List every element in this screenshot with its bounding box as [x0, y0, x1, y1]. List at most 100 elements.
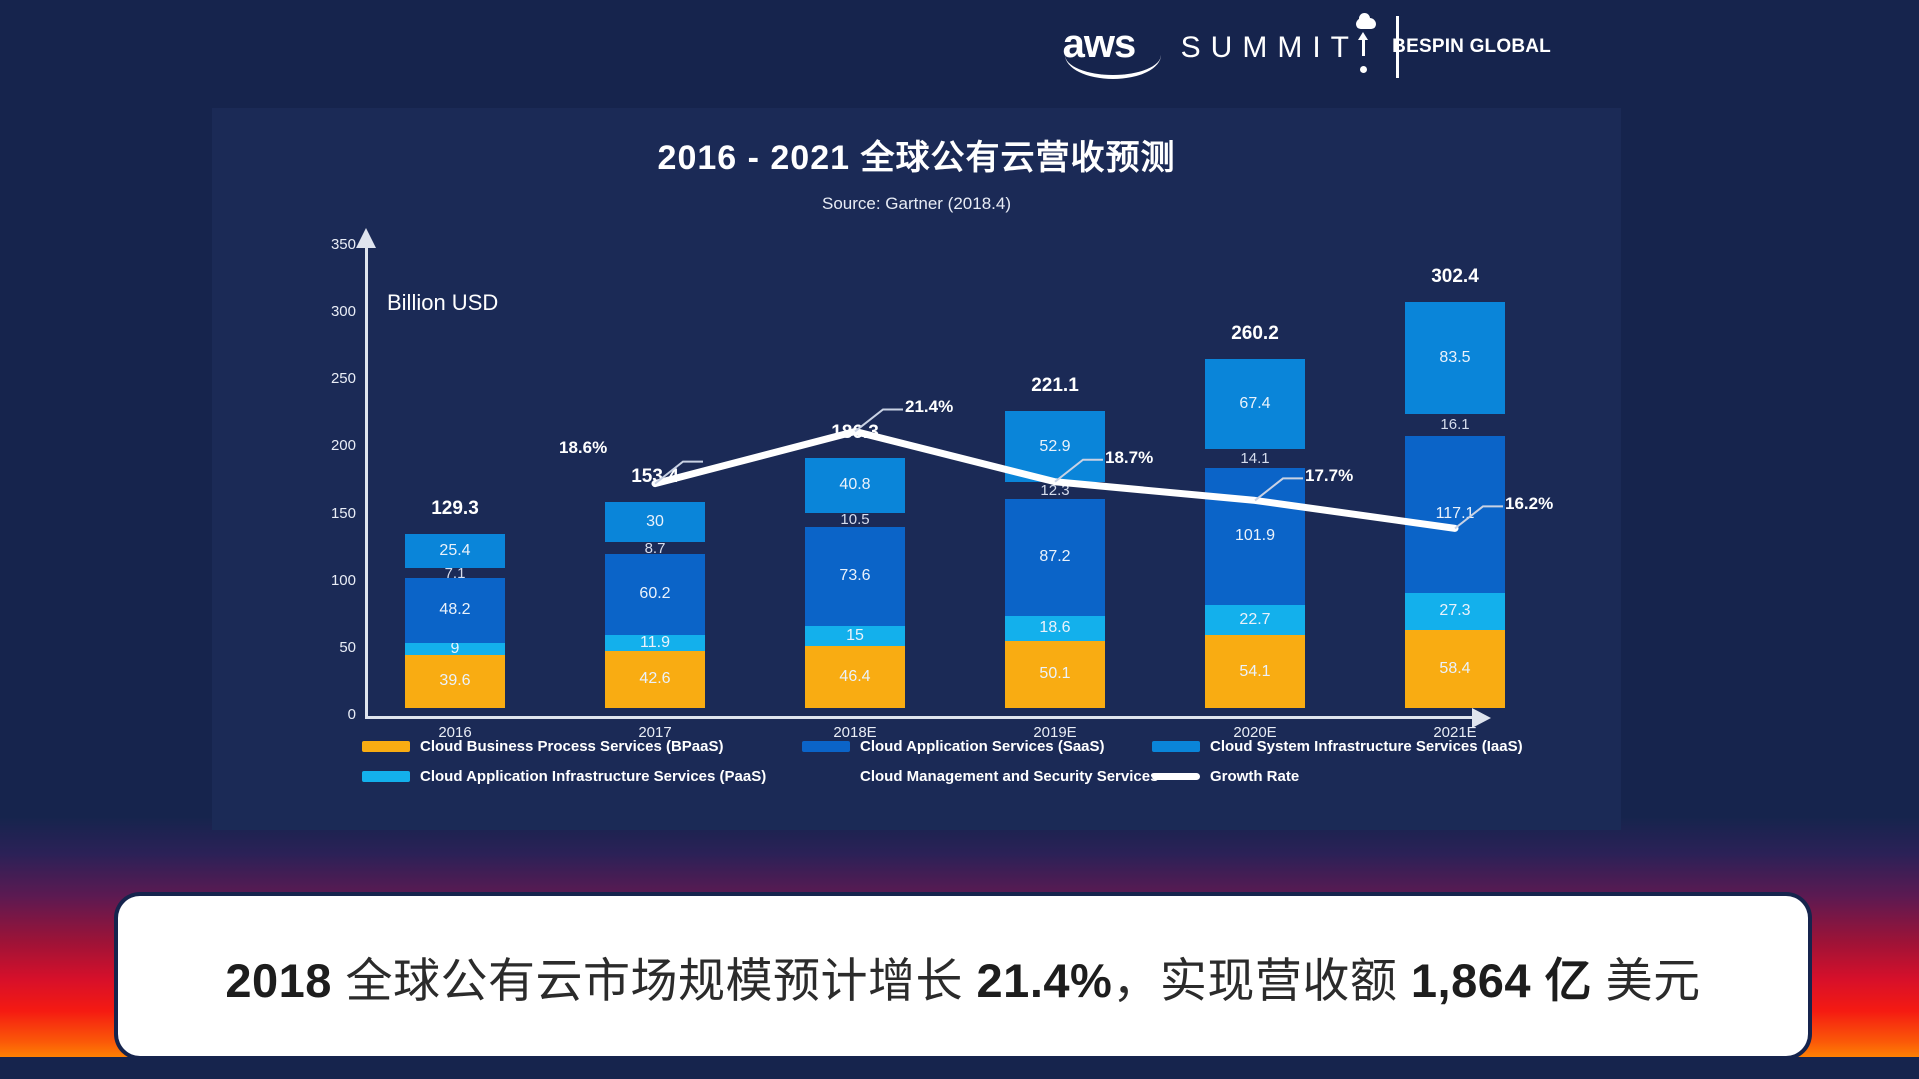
bar-segment[interactable]: 8.7 [605, 540, 705, 557]
chart-source-note: Source: Gartner (2018.4) [822, 194, 1011, 213]
legend-label: Growth Rate [1210, 768, 1300, 785]
bar-segment[interactable]: 7.1 [405, 565, 505, 582]
aws-summit-logo: aws SUMMIT [1063, 24, 1359, 79]
bar-segment[interactable]: 58.4 [1405, 629, 1505, 708]
header-divider [1396, 16, 1399, 78]
y-tick-150: 150 [330, 504, 356, 522]
growth-label-leader [654, 460, 703, 485]
bespin-mark-icon [1348, 13, 1380, 78]
bar-segment[interactable]: 22.7 [1205, 604, 1305, 636]
chart-legend: Cloud Business Process Services (BPaaS) C… [362, 738, 1602, 798]
growth-rate-label: 18.6% [559, 437, 608, 457]
legend-item[interactable]: Cloud Management and Security Services [802, 768, 1158, 785]
bar-group-2018E[interactable]: 46.4 15 73.6 10.5 40.8 186.3 2018E [805, 220, 905, 741]
arrow-up-icon [1358, 32, 1369, 56]
bar-segment[interactable]: 10.5 [805, 511, 905, 528]
bar-total-label: 260.2 [1231, 322, 1279, 344]
y-tick-350: 350 [330, 236, 356, 253]
summary-text: 2018 全球公有云市场规模预计增长 21.4%，实现营收额 1,864 亿 美… [225, 953, 1701, 1007]
bar-group-2020E[interactable]: 54.1 22.7 101.9 14.1 67.4 260.2 2020E [1205, 220, 1305, 741]
bespin-global-label: BESPIN GLOBAL [1392, 36, 1551, 57]
bar-segment[interactable]: 60.2 [605, 554, 705, 635]
bar-segment[interactable]: 27.3 [1405, 592, 1505, 630]
bar-segment[interactable]: 40.8 [805, 457, 905, 513]
x-tick-2019E: 2019E [1033, 724, 1077, 741]
y-axis-unit-label: Billion USD [387, 290, 499, 315]
x-axis-line [365, 716, 1474, 719]
growth-label-leader [854, 408, 903, 433]
legend-swatch [1152, 773, 1200, 780]
bar-segment[interactable]: 30 [605, 502, 705, 543]
bar-segment[interactable]: 101.9 [1205, 468, 1305, 605]
growth-label-leader [1454, 505, 1503, 530]
bar-total-label: 129.3 [431, 498, 479, 520]
y-tick-200: 200 [330, 437, 356, 455]
legend-label: Cloud Management and Security Services [860, 768, 1159, 785]
bar-segment[interactable]: 73.6 [805, 526, 905, 626]
bar-segment[interactable]: 67.4 [1205, 358, 1305, 450]
y-axis-line [365, 246, 368, 718]
bar-segment[interactable]: 15 [805, 625, 905, 646]
bar-segment[interactable]: 83.5 [1405, 301, 1505, 415]
bar-group-2019E[interactable]: 50.1 18.6 87.2 12.3 52.9 221.1 2019E [1005, 220, 1105, 741]
bar-segment[interactable]: 25.4 [405, 534, 505, 569]
y-axis-arrow-icon [356, 228, 376, 248]
bar-group-2016[interactable]: 39.6 9 48.2 7.1 25.4 129.3 2016 [405, 220, 505, 741]
x-axis-arrow-icon [1472, 708, 1491, 728]
legend-item[interactable]: Cloud Application Infrastructure Service… [362, 768, 766, 785]
legend-label: Cloud Application Infrastructure Service… [420, 768, 767, 785]
legend-swatch [362, 771, 410, 782]
aws-logo-icon: aws [1063, 24, 1165, 79]
x-tick-2020E: 2020E [1233, 724, 1277, 741]
bar-segment[interactable]: 46.4 [805, 645, 905, 708]
legend-item[interactable]: Cloud Application Services (SaaS) [802, 738, 1105, 755]
legend-row-1: Cloud Business Process Services (BPaaS) C… [362, 738, 1602, 768]
y-tick-50: 50 [339, 638, 356, 656]
bar-segment[interactable]: 117.1 [1405, 435, 1505, 593]
y-tick-0: 0 [347, 706, 356, 723]
bar-segment[interactable]: 50.1 [1005, 640, 1105, 708]
y-tick-100: 100 [330, 571, 356, 589]
cloud-icon [1356, 13, 1377, 29]
bar-group-2021E[interactable]: 58.4 27.3 117.1 16.1 83.5 302.4 2021E [1405, 220, 1505, 741]
legend-swatch [802, 741, 850, 752]
bar-total-label: 302.4 [1431, 265, 1479, 287]
chart-panel: 2016 - 2021 全球公有云营收预测 Source: Gartner (2… [212, 108, 1621, 830]
x-tick-2021E: 2021E [1433, 724, 1477, 741]
legend-item[interactable]: Cloud Business Process Services (BPaaS) [362, 738, 723, 755]
bar-segment[interactable]: 87.2 [1005, 498, 1105, 616]
y-tick-250: 250 [330, 370, 356, 388]
bar-segment[interactable]: 39.6 [405, 654, 505, 708]
legend-item[interactable]: Cloud System Infrastructure Services (Ia… [1152, 738, 1523, 755]
legend-swatch [362, 741, 410, 752]
growth-label-leader [1254, 477, 1303, 502]
growth-rate-line [651, 408, 1503, 532]
bar-total-label: 221.1 [1031, 375, 1079, 397]
legend-swatch-empty [802, 771, 850, 782]
bar-segment[interactable]: 18.6 [1005, 615, 1105, 641]
growth-label-leader [1054, 458, 1103, 483]
bar-segment[interactable]: 9 [405, 640, 505, 657]
legend-item[interactable]: Growth Rate [1152, 768, 1299, 785]
chart-title: 2016 - 2021 全球公有云营收预测 [657, 139, 1176, 177]
page-header: aws SUMMIT BESPIN GLOBAL [0, 0, 1919, 100]
bar-segment[interactable]: 14.1 [1205, 449, 1305, 469]
bar-segment[interactable]: 48.2 [405, 578, 505, 643]
x-tick-2018E: 2018E [833, 724, 877, 741]
plot-area: Billion USD 0 50 100 150 200 250 300 350 39.6 9 4… [252, 228, 1582, 741]
bar-segment[interactable]: 54.1 [1205, 635, 1305, 708]
growth-rate-label: 21.4% [905, 397, 954, 417]
bar-segment[interactable]: 16.1 [1405, 414, 1505, 436]
bar-group-2017[interactable]: 42.6 11.9 60.2 8.7 30 153.4 2017 [605, 220, 705, 741]
bar-segment[interactable]: 11.9 [605, 634, 705, 651]
y-tick-300: 300 [330, 303, 356, 321]
bar-segment[interactable]: 42.6 [605, 650, 705, 708]
legend-row-2: Cloud Application Infrastructure Service… [362, 768, 1602, 798]
growth-rate-label: 16.2% [1505, 494, 1554, 514]
bespin-global-logo: BESPIN GLOBAL [1348, 13, 1551, 78]
growth-rate-label: 17.7% [1305, 466, 1354, 486]
legend-swatch [1152, 741, 1200, 752]
aws-smile-icon [1064, 55, 1161, 79]
x-tick-2016: 2016 [438, 724, 472, 741]
dot-icon [1360, 66, 1368, 73]
